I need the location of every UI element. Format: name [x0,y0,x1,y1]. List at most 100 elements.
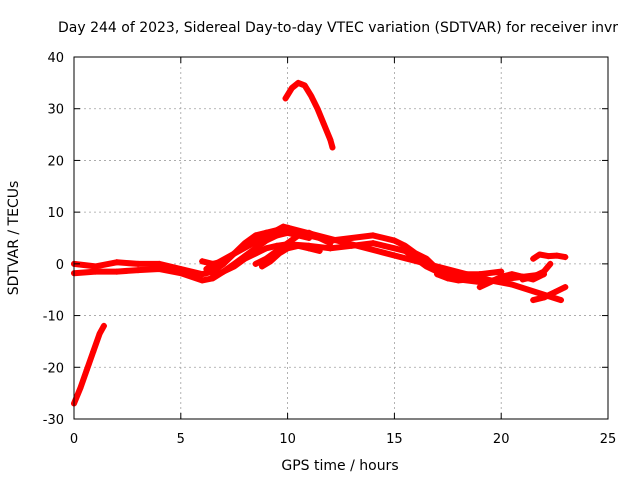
data-point [558,297,565,304]
data-layer [71,79,569,407]
series-trace-arc-early-rise [71,322,107,407]
series-trace-arc-late-rise [519,260,554,283]
data-point [199,277,206,284]
series-arc-late-rise [519,260,554,283]
data-point [370,232,377,239]
data-point [370,240,377,247]
grid-layer [74,57,608,419]
data-point [551,289,558,296]
data-point [553,252,560,259]
data-point [92,268,99,275]
data-point [220,268,227,275]
data-point [288,85,295,92]
data-point [263,245,270,252]
y-tick-label: -20 [43,361,64,376]
data-point [252,245,259,252]
data-point [545,253,552,260]
data-point [316,247,323,254]
data-point [348,235,355,241]
data-point [100,322,107,329]
data-point [252,260,259,267]
data-point [199,271,206,278]
data-point [327,245,334,252]
y-tick-label: 40 [47,51,64,66]
data-point [476,284,483,291]
data-point [329,144,336,151]
data-point [320,121,327,128]
data-point [284,240,291,247]
data-point [519,276,526,283]
data-point [267,258,274,265]
data-point [536,251,543,258]
data-point [444,275,451,282]
data-point [282,95,289,102]
data-point [280,223,287,230]
data-point [498,268,505,275]
series-outliers [203,223,565,304]
x-tick-label: 20 [493,432,510,447]
data-point [135,260,142,267]
data-point [177,266,184,273]
data-point [284,245,291,252]
data-point [530,297,537,304]
tick-layer: 0 5 10 15 20 25 -30 -20 -10 0 10 20 30 40 [43,51,617,447]
y-tick-label: 20 [47,154,64,169]
data-point [295,79,302,86]
y-tick-label: 30 [47,103,64,118]
data-point [562,284,569,291]
x-axis-label: GPS time / hours [281,458,398,474]
data-point [530,273,537,280]
y-axis-label: SDTVAR / TECUs [6,181,22,296]
x-tick-label: 0 [70,432,78,447]
data-point [540,268,547,275]
data-point [305,245,312,252]
data-point [96,330,103,337]
data-point [90,348,97,355]
x-tick-label: 10 [279,432,296,447]
data-point [301,82,308,89]
data-point [434,271,441,278]
x-tick-label: 15 [386,432,403,447]
data-point [562,254,569,261]
data-point [92,263,99,270]
series-arc-late-upper [530,251,569,262]
data-point [412,250,419,257]
data-point [209,273,216,280]
data-point [308,92,315,99]
data-point [199,258,206,265]
y-tick-label: -10 [43,310,64,325]
series-arc-high [282,79,336,151]
data-point [455,277,462,284]
data-point [276,250,283,257]
x-tick-label: 5 [177,432,185,447]
series-arc-early-rise [71,322,107,407]
chart-title: Day 244 of 2023, Sidereal Day-to-day VTE… [58,20,618,36]
data-point [284,229,291,236]
data-point [327,136,334,143]
data-point [203,266,210,273]
data-point [77,384,84,391]
data-point [156,266,163,273]
data-point [156,260,163,267]
data-point [231,260,238,267]
data-point [487,277,494,284]
data-point [402,242,409,249]
y-tick-label: 0 [56,258,64,273]
data-point [295,242,302,249]
series-trace-arc-high [282,79,336,151]
data-point [113,268,120,275]
data-point [547,260,554,267]
data-point [83,366,90,373]
series-arc-diagonal-4 [258,242,323,270]
y-tick-label: 10 [47,206,64,221]
data-point [135,267,142,274]
y-tick-label: -30 [43,413,64,428]
data-point [530,255,537,262]
data-point [498,273,505,280]
data-point [391,237,398,244]
data-point [508,271,515,278]
data-point [508,281,515,288]
x-tick-label: 25 [600,432,617,447]
data-point [391,245,398,252]
